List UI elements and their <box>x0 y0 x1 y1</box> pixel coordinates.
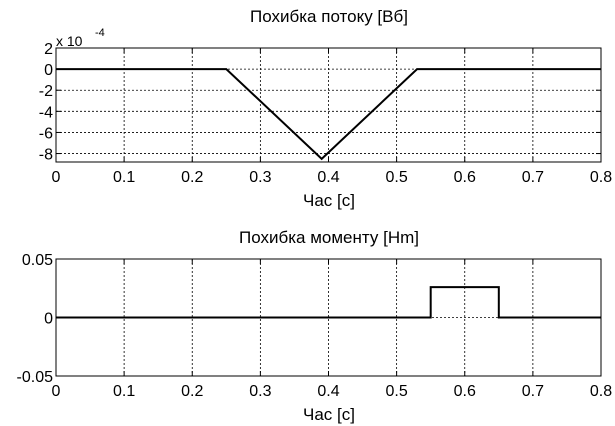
torque-error-ytick-label: 0.05 <box>22 252 53 269</box>
flux-error-exponent-base: x 10 <box>56 33 83 49</box>
flux-error-ytick-label: -2 <box>39 83 53 100</box>
flux-error-ytick-label: 0 <box>44 62 53 79</box>
flux-error-ytick-label: -8 <box>39 147 53 164</box>
flux-error-ytick-label: -4 <box>39 104 53 121</box>
flux-error-ytick-label: -6 <box>39 125 53 142</box>
torque-error-xtick-label: 0.1 <box>113 383 135 400</box>
flux-error-xlabel: Час [с] <box>303 191 355 210</box>
flux-error-xtick-label: 0.2 <box>181 169 203 186</box>
torque-error-xtick-label: 0.7 <box>522 383 544 400</box>
flux-error-plot: Похибка потоку [Вб] x 10 -4 0 0.1 0.2 0.3 0.… <box>39 7 612 210</box>
torque-error-xlabel: Час [с] <box>303 405 355 424</box>
flux-error-xtick-label: 0.7 <box>522 169 544 186</box>
flux-error-xtick-label: 0.6 <box>454 169 476 186</box>
torque-error-xtick-label: 0.3 <box>249 383 271 400</box>
flux-error-series-line <box>56 68 601 161</box>
torque-error-xtick-label: 0.2 <box>181 383 203 400</box>
flux-error-xtick-label: 0 <box>52 169 61 186</box>
flux-error-grid <box>56 48 601 162</box>
flux-error-axes-box <box>55 47 602 163</box>
torque-error-ytick-label: -0.05 <box>17 369 54 386</box>
torque-error-ytick-label: 0 <box>44 311 53 328</box>
flux-error-series <box>56 68 601 161</box>
torque-error-xtick-label: 0.4 <box>317 383 339 400</box>
torque-error-xtick-label: 0.6 <box>454 383 476 400</box>
flux-error-xtick-label: 0.4 <box>317 169 339 186</box>
torque-error-xtick-label: 0.5 <box>386 383 408 400</box>
flux-error-exponent-power: -4 <box>95 27 105 39</box>
torque-error-xtick-label: 0 <box>52 383 61 400</box>
torque-error-series-line <box>56 286 601 319</box>
torque-error-xtick-label: 0.8 <box>590 383 612 400</box>
torque-error-title: Похибка моменту [Hm] <box>239 228 419 247</box>
torque-error-series <box>56 286 601 319</box>
flux-error-xtick-label: 0.1 <box>113 169 135 186</box>
flux-error-xtick-label: 0.8 <box>590 169 612 186</box>
torque-error-plot: Похибка моменту [Hm] 0 0.1 0.2 0.3 0.4 0.5 0.6… <box>17 228 613 424</box>
flux-error-title: Похибка потоку [Вб] <box>250 7 408 26</box>
flux-error-ticks: 0 0.1 0.2 0.3 0.4 0.5 0.6 0.7 0.8 2 0 -2 -4 -6 -8 <box>39 41 612 186</box>
flux-error-ytick-label: 2 <box>44 41 53 58</box>
torque-error-ticks: 0 0.1 0.2 0.3 0.4 0.5 0.6 0.7 0.80.050-0.05 <box>17 252 613 400</box>
flux-error-xtick-label: 0.5 <box>386 169 408 186</box>
flux-error-xtick-label: 0.3 <box>249 169 271 186</box>
torque-error-axes-box <box>55 258 602 377</box>
